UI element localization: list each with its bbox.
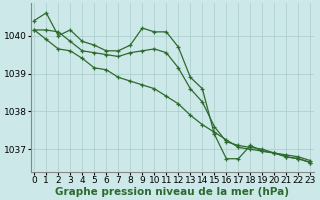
X-axis label: Graphe pression niveau de la mer (hPa): Graphe pression niveau de la mer (hPa) xyxy=(55,187,289,197)
